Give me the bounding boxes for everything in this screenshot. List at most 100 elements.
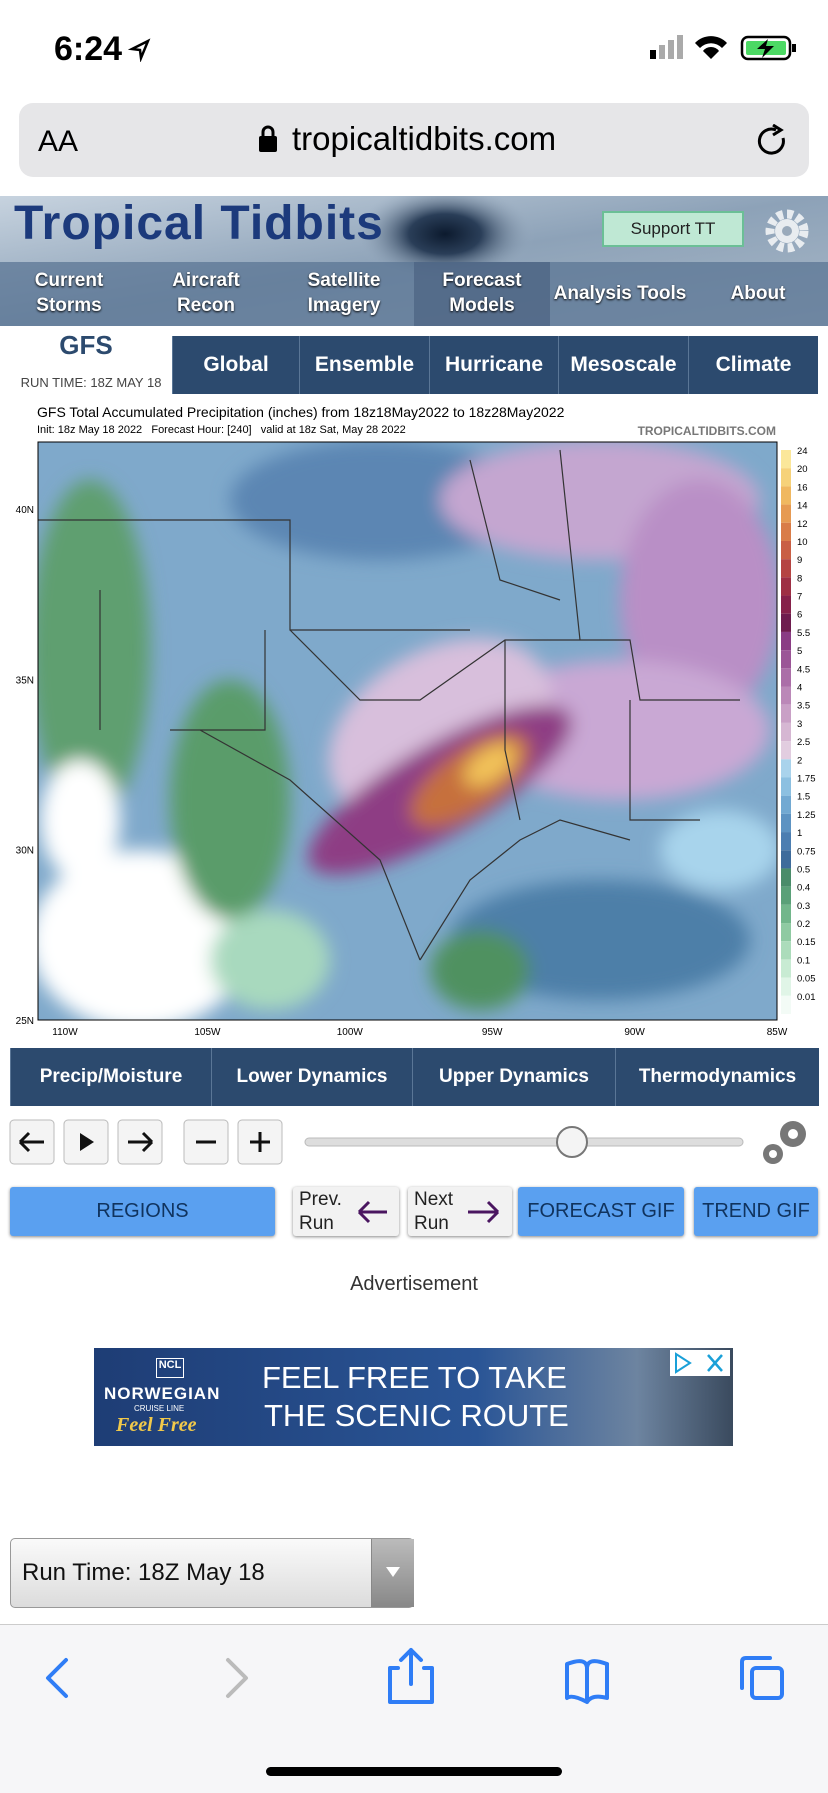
settings-icon[interactable] [760, 204, 814, 258]
header-banner [0, 196, 828, 326]
map-title: GFS Total Accumulated Precipitation (inc… [37, 404, 565, 420]
colorbar-label: 6 [797, 610, 802, 621]
colorbar-label: 2.5 [797, 737, 810, 748]
run-select[interactable]: Run Time: 18Z May 18 [10, 1538, 414, 1608]
nav-link[interactable]: Satellite Imagery [307, 270, 381, 316]
colorbar-swatch [781, 777, 791, 796]
colorbar-label: 0.01 [797, 992, 816, 1003]
next-run-button[interactable]: Next Run [408, 1187, 512, 1236]
colorbar-label: 0.15 [797, 937, 816, 948]
run-time: RUN TIME: 18Z MAY 18 [20, 375, 162, 390]
colorbar-label: 2 [797, 755, 802, 766]
category-tab[interactable]: Precip/Moisture [10, 1048, 211, 1106]
model-tab[interactable]: Hurricane [429, 336, 558, 394]
colorbar-swatch [781, 850, 791, 869]
url[interactable]: tropicaltidbits.com [292, 120, 557, 157]
lon-label: 95W [482, 1027, 503, 1038]
colorbar-swatch [781, 995, 791, 1014]
ad-close[interactable] [670, 1350, 730, 1376]
colorbar-swatch [781, 577, 791, 596]
colorbar-swatch [781, 759, 791, 778]
text-size-button[interactable]: AA [38, 125, 79, 158]
model-tab[interactable]: Global [172, 336, 299, 394]
colorbar-swatch [781, 741, 791, 760]
colorbar-label: 0.5 [797, 864, 810, 875]
colorbar-swatch [781, 668, 791, 687]
colorbar-label: 24 [797, 446, 808, 457]
status-time: 6:24 [54, 30, 123, 68]
regions-button[interactable]: REGIONS [10, 1187, 275, 1236]
nav-link[interactable]: Analysis Tools [553, 282, 687, 304]
colorbar-label: 14 [797, 501, 808, 512]
site-logo[interactable]: Tropical Tidbits [14, 197, 384, 250]
colorbar-label: 7 [797, 592, 802, 603]
colorbar-label: 3 [797, 719, 802, 730]
colorbar-label: 1.75 [797, 773, 816, 784]
reload-icon[interactable] [756, 124, 790, 158]
colorbar-label: 0.3 [797, 901, 810, 912]
map-init: Init: 18z May 18 2022 Forecast Hour: [24… [37, 424, 406, 436]
colorbar-swatch [781, 504, 791, 523]
ad-headline: FEEL FREE TO TAKE [262, 1360, 567, 1395]
trend-gif-button[interactable]: TREND GIF [694, 1187, 818, 1236]
colorbar-swatch [781, 450, 791, 469]
colorbar-swatch [781, 886, 791, 905]
ad-tagline: Feel Free [116, 1414, 197, 1436]
nav-link[interactable]: Aircraft Recon [172, 270, 240, 316]
colorbar-label: 4.5 [797, 664, 810, 675]
lon-label: 90W [624, 1027, 645, 1038]
colorbar-swatch [781, 904, 791, 924]
status-icons [650, 35, 796, 61]
forecast-map: GFS Total Accumulated Precipitation (inc… [16, 404, 816, 1038]
ad-brand-sub: CRUISE LINE [134, 1404, 185, 1413]
colorbar-swatch [781, 941, 791, 960]
colorbar-swatch [781, 540, 791, 560]
ad-label: Advertisement [350, 1273, 478, 1295]
lon-label: 110W [52, 1027, 78, 1038]
colorbar-label: 10 [797, 537, 808, 548]
toolbar-icons [46, 1648, 784, 1776]
colorbar-label: 0.2 [797, 919, 810, 930]
colorbar-label: 3.5 [797, 701, 810, 712]
lat-label: 40N [16, 505, 34, 516]
colorbar-swatch [781, 795, 791, 814]
nav-link[interactable]: Forecast Models [442, 270, 522, 316]
location-icon [128, 38, 151, 62]
colorbar-label: 16 [797, 482, 808, 493]
colorbar-swatch [781, 704, 791, 723]
colorbar-swatch [781, 977, 791, 996]
colorbar-label: 9 [797, 555, 802, 566]
category-tab[interactable]: Lower Dynamics [211, 1048, 412, 1106]
colorbar-label: 0.75 [797, 846, 816, 857]
colorbar-label: 8 [797, 573, 802, 584]
colorbar-swatch [781, 613, 791, 632]
lon-label: 105W [194, 1027, 221, 1038]
lock-icon [259, 125, 277, 152]
support-button[interactable]: Support TT [602, 211, 744, 247]
model-tab[interactable]: Ensemble [299, 336, 429, 394]
ad-banner[interactable]: NCL NORWEGIAN CRUISE LINE Feel Free FEEL… [94, 1348, 733, 1446]
ad-brand: NORWEGIAN [104, 1384, 221, 1403]
colorbar-swatch [781, 468, 791, 487]
colorbar-label: 0.1 [797, 955, 810, 966]
ad-logo: NCL [156, 1358, 184, 1378]
lat-label: 35N [16, 675, 34, 686]
category-tab[interactable]: Upper Dynamics [412, 1048, 615, 1106]
forecast-gif-button[interactable]: FORECAST GIF [518, 1187, 684, 1236]
colorbar-swatch [781, 832, 791, 851]
model-tab[interactable]: Mesoscale [558, 336, 688, 394]
model-tab[interactable]: Climate [688, 336, 818, 394]
prev-run-button[interactable]: Prev. Run [293, 1187, 399, 1236]
colorbar-swatch [781, 631, 791, 651]
nav-link[interactable]: Current Storms [34, 270, 104, 316]
nav-link[interactable]: About [730, 282, 786, 304]
arrow-left [357, 1200, 387, 1224]
colorbar-swatch [781, 686, 791, 705]
colorbar-label: 20 [797, 464, 808, 475]
category-tab[interactable]: Thermodynamics [615, 1048, 819, 1106]
url-bar[interactable] [19, 103, 809, 177]
colorbar-swatch [781, 559, 791, 578]
colorbar-label: 1.25 [797, 810, 816, 821]
colorbar-swatch [781, 868, 791, 887]
